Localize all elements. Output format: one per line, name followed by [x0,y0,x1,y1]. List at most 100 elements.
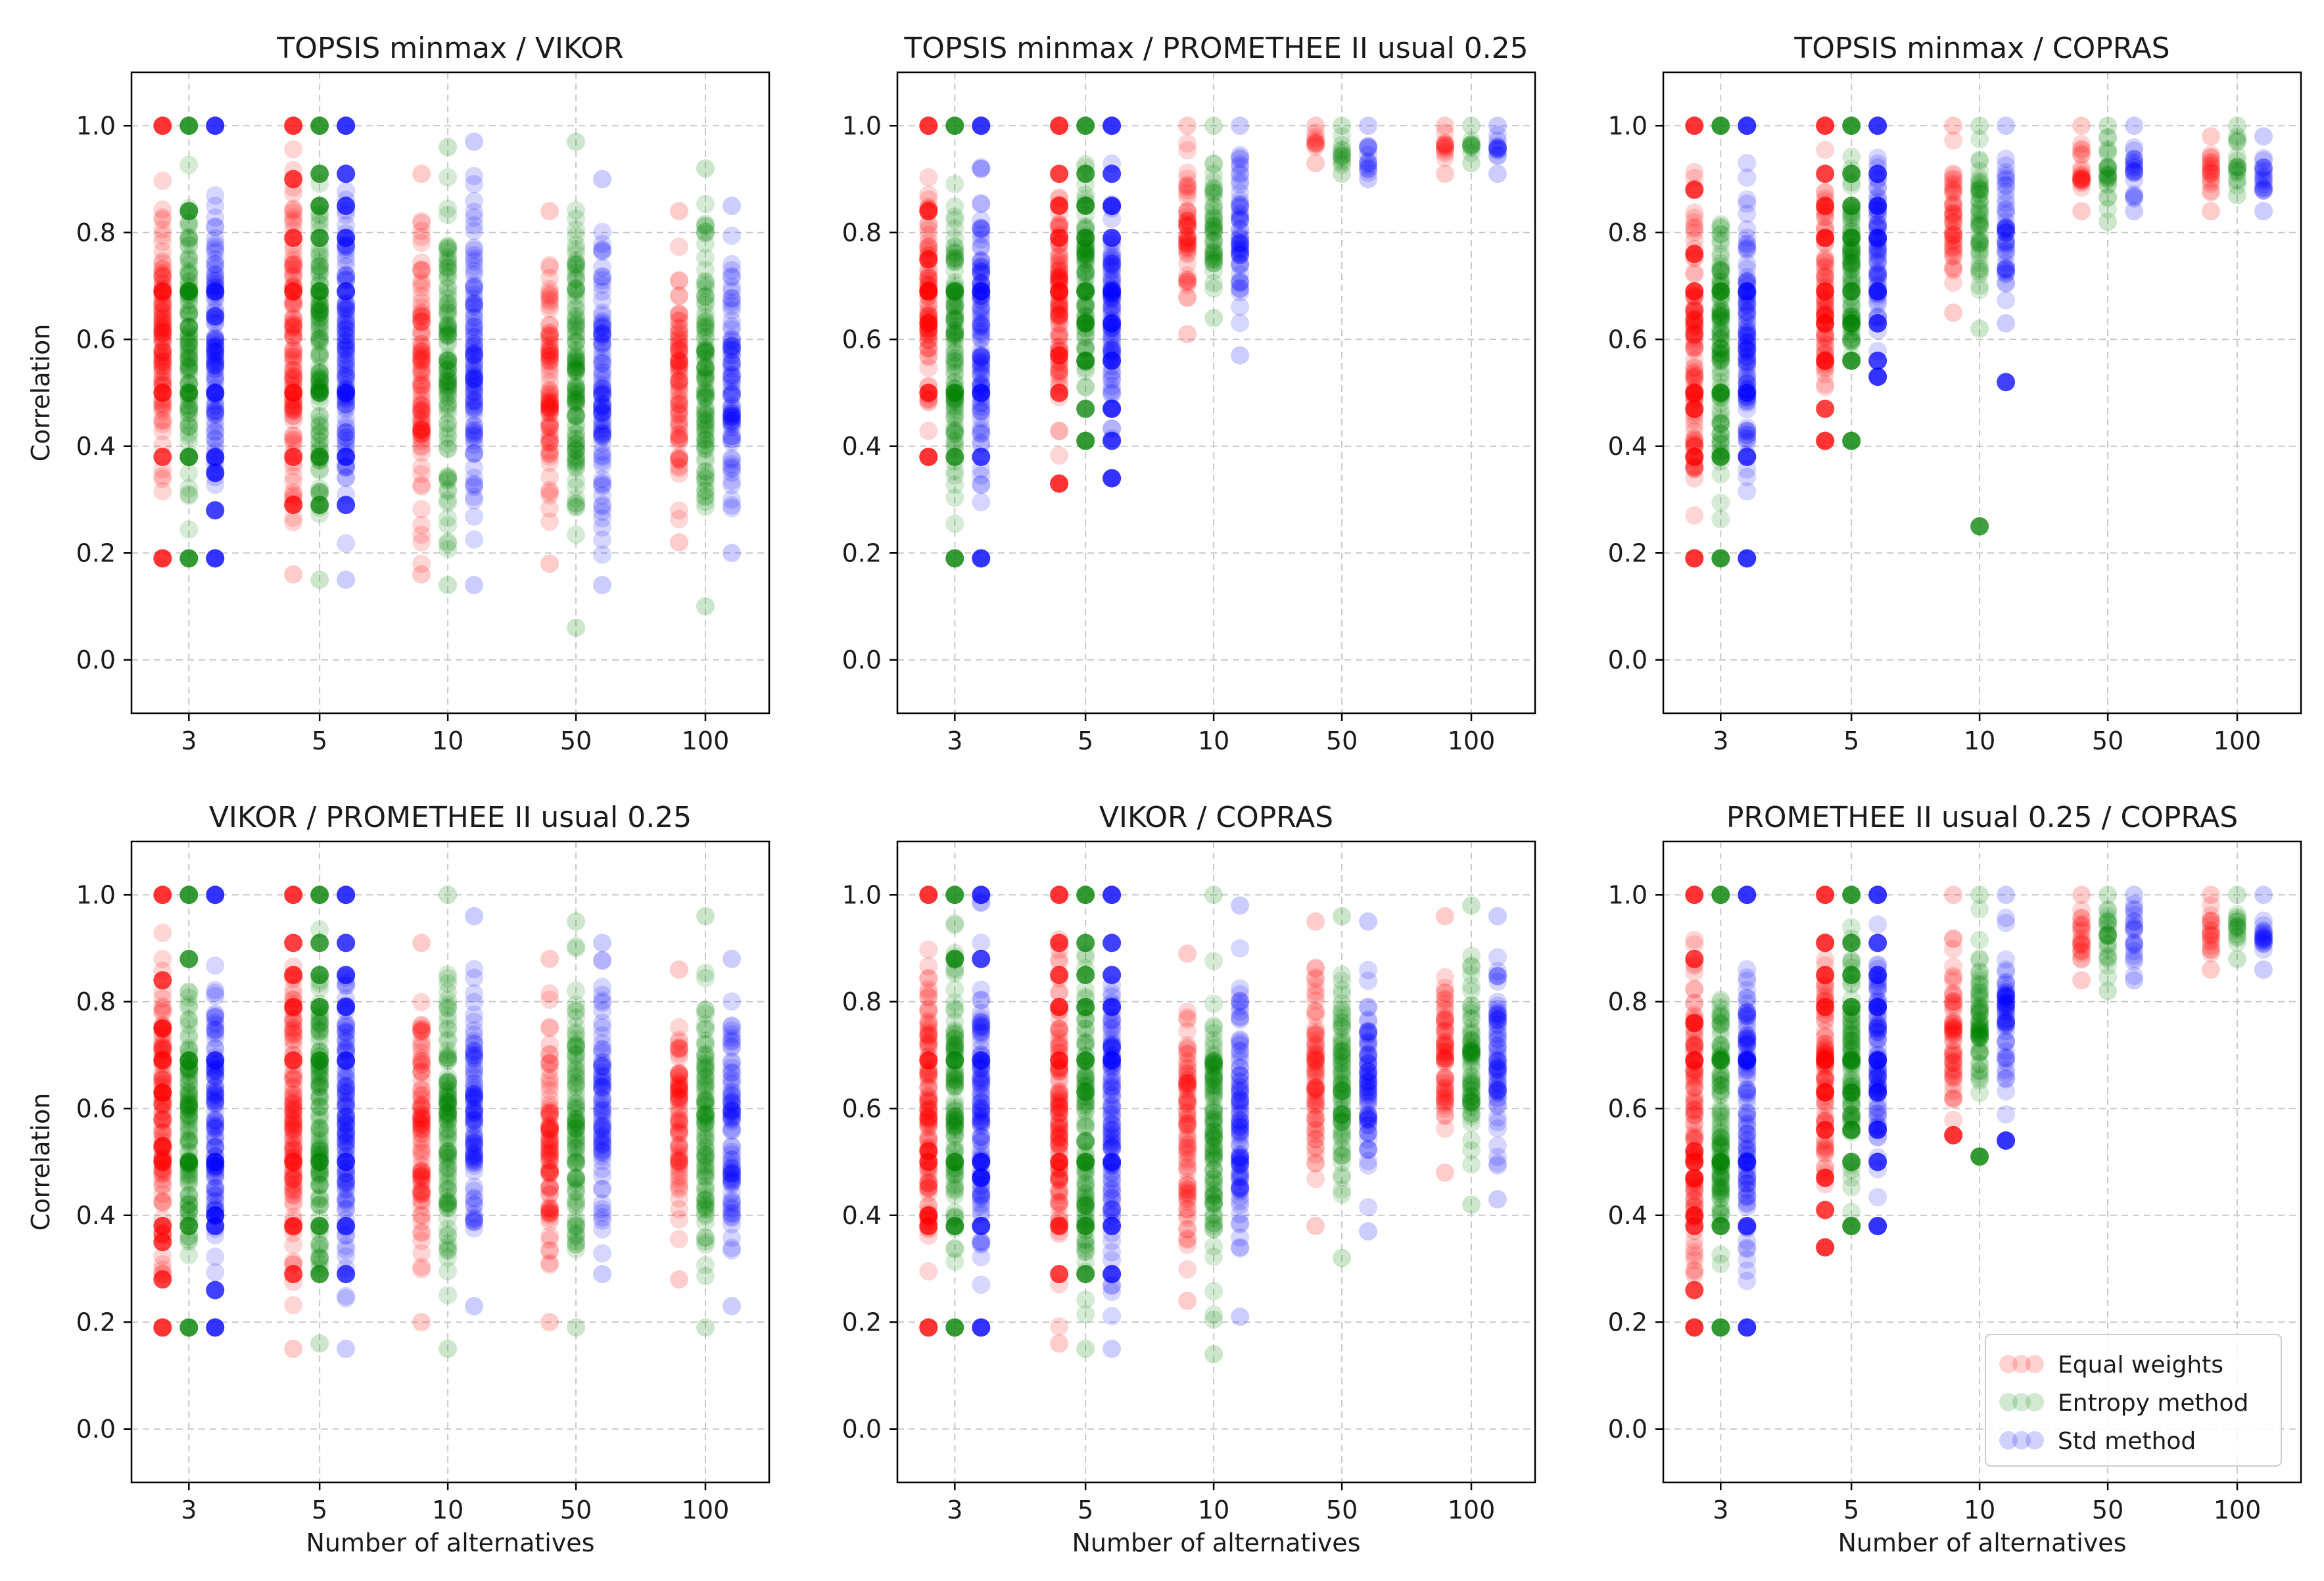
data-point [1738,168,1757,187]
data-point [540,395,559,414]
data-point [153,200,172,219]
data-point [670,377,688,396]
data-point [696,323,715,342]
data-point [310,309,329,328]
data-point [1685,180,1704,199]
data-point [206,1318,225,1337]
data-point [412,349,431,368]
data-point [412,348,431,367]
data-point [1178,325,1197,344]
data-point [412,1120,431,1139]
data-point [1103,399,1122,418]
data-point [1178,184,1197,203]
data-point [310,312,329,331]
data-point [310,1119,329,1138]
data-point [412,413,431,432]
data-point [945,343,964,362]
data-point [540,326,559,345]
data-point [310,302,329,321]
data-point [945,383,964,402]
data-point [723,1240,741,1260]
data-point [153,1110,172,1129]
data-point [593,1219,612,1239]
data-point [310,368,329,387]
data-point [153,383,172,402]
data-point [310,933,329,953]
data-point [284,361,303,380]
data-point [593,1244,612,1263]
data-point [310,247,329,266]
data-point [310,300,329,319]
data-point [153,331,172,350]
data-point [1711,549,1730,568]
data-point [284,367,303,387]
data-point [337,997,356,1016]
data-point [206,349,225,368]
data-point [2202,202,2220,221]
data-point [439,296,458,316]
data-point [412,438,431,457]
data-point [337,383,356,402]
data-point [284,295,303,314]
data-point [412,515,431,534]
data-point [540,352,559,371]
data-point [310,1051,329,1070]
data-point [670,286,688,305]
data-point [153,323,172,342]
data-point [567,1209,586,1228]
data-point [284,344,303,364]
data-point [412,395,431,414]
data-point [670,304,688,323]
data-point [284,214,303,233]
data-point [439,425,458,444]
data-point [670,406,688,425]
data-point [567,912,586,931]
data-point [412,1313,431,1332]
data-point [439,974,458,993]
data-point [1103,431,1122,450]
data-point [412,352,431,371]
data-point [1462,154,1481,173]
data-point [284,406,303,425]
data-point [540,393,559,412]
data-point [284,348,303,367]
data-point [1944,303,1963,322]
data-point [593,1066,612,1085]
data-point [412,565,431,584]
data-point [179,229,199,248]
data-point [284,483,303,502]
data-point [670,447,688,466]
data-point [310,265,329,284]
data-point [310,304,329,323]
data-point [723,1175,741,1194]
data-point [412,308,431,327]
data-point [723,992,741,1011]
data-point [1944,231,1963,250]
data-point [337,1152,356,1171]
data-point [696,1267,715,1286]
data-point [1711,414,1730,433]
data-point [153,356,172,375]
data-point [696,1168,715,1187]
data-point [1944,181,1963,200]
data-point [439,885,458,905]
data-point [1711,493,1730,512]
data-point [919,250,938,269]
data-point [945,422,964,441]
data-point [412,356,431,375]
x-tick-label: 10 [432,1496,463,1524]
data-point [1738,418,1757,437]
data-point [153,332,172,351]
data-point [1178,1200,1197,1219]
y-tick-label: 0.4 [76,1201,116,1230]
data-point [1997,254,2016,273]
data-point [284,402,303,421]
data-point [412,312,431,331]
x-tick-label: 50 [560,726,592,755]
data-point [310,363,329,382]
data-point [540,385,559,404]
data-point [310,406,329,425]
data-point [465,530,484,549]
data-point [153,971,172,990]
data-point [567,1318,586,1337]
